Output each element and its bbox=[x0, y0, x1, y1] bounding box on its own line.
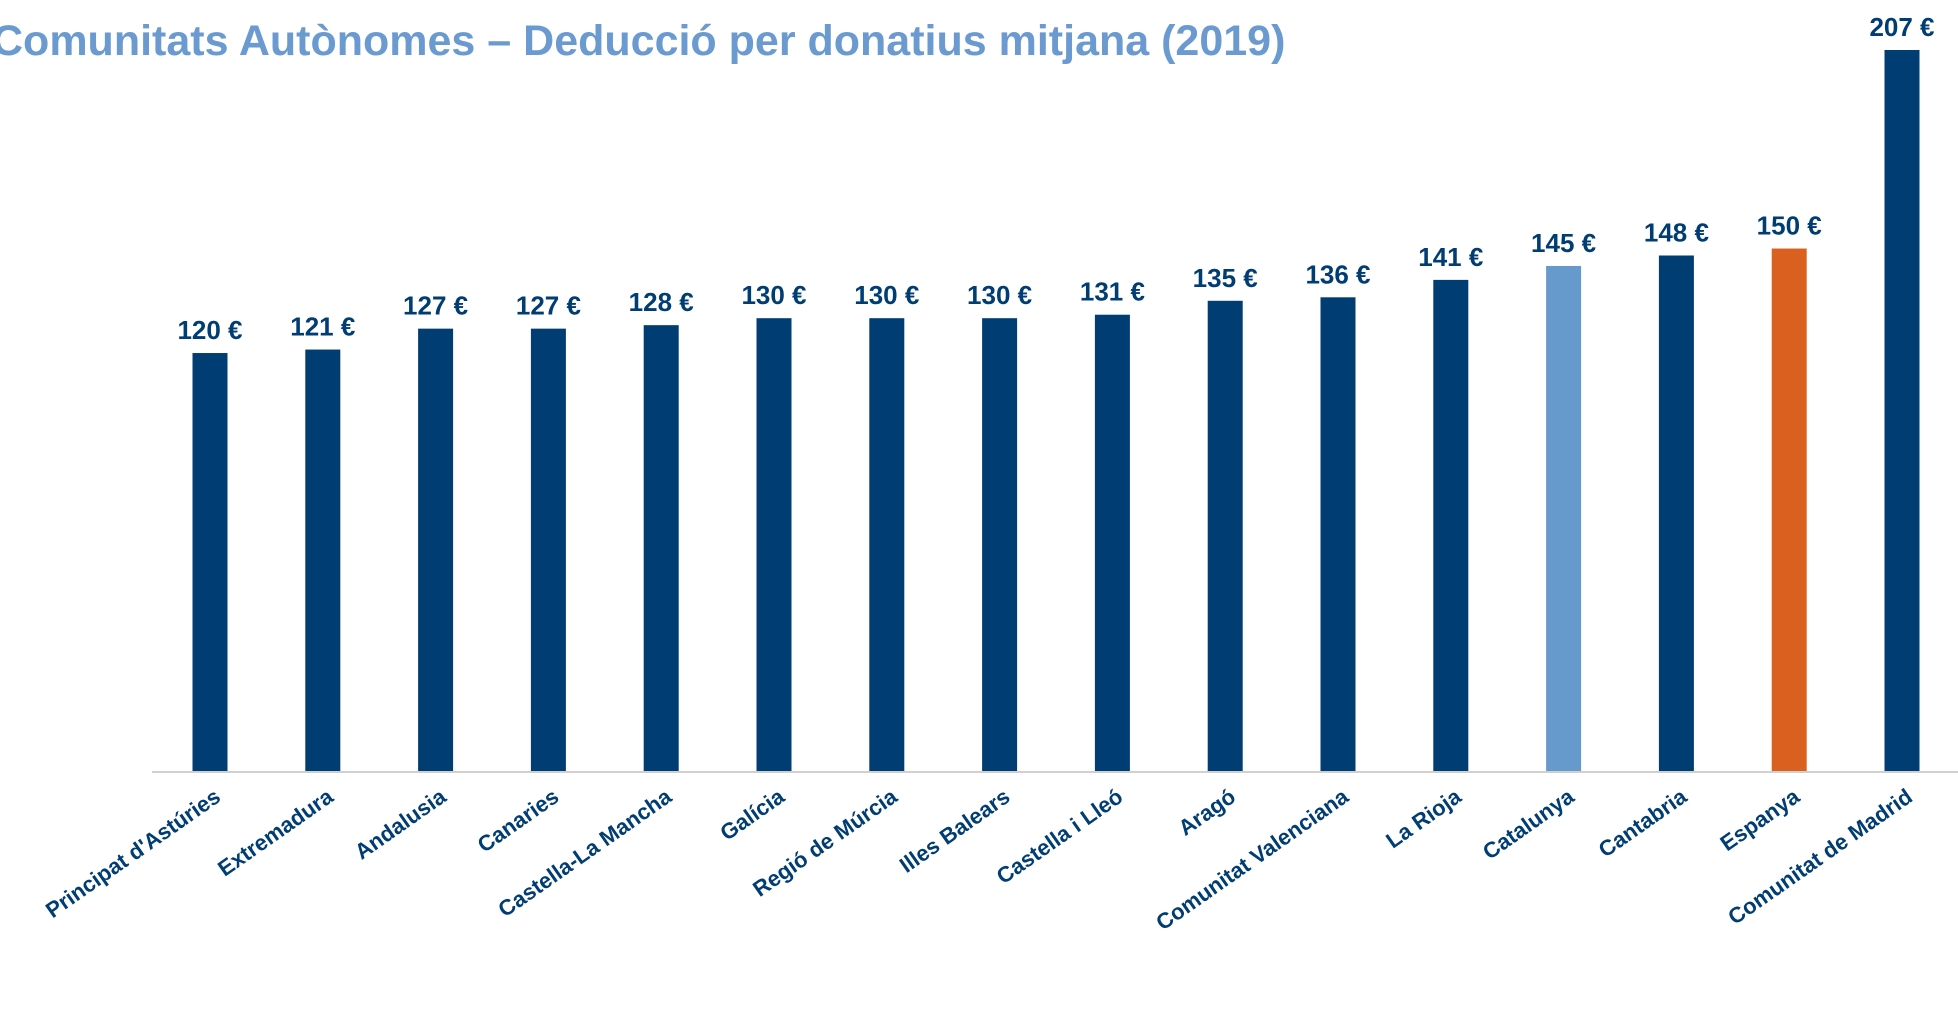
x-tick-label: Aragó bbox=[1174, 784, 1240, 841]
bar bbox=[418, 328, 454, 771]
value-label: 148 € bbox=[1644, 218, 1709, 248]
value-label: 207 € bbox=[1869, 12, 1934, 42]
x-tick-label: Castella i Lleó bbox=[992, 784, 1128, 889]
bar bbox=[982, 318, 1018, 771]
x-tick-label: Canaries bbox=[473, 784, 563, 858]
value-label: 141 € bbox=[1418, 242, 1483, 272]
bar bbox=[530, 328, 566, 771]
x-tick-label: Andalusia bbox=[350, 783, 451, 864]
value-label: 145 € bbox=[1531, 228, 1596, 258]
x-tick-label: La Rioja bbox=[1381, 783, 1466, 853]
bar bbox=[1658, 255, 1694, 771]
value-label: 130 € bbox=[741, 280, 806, 310]
bar bbox=[1771, 248, 1807, 771]
bar bbox=[869, 318, 905, 771]
x-tick-label: Illes Balears bbox=[895, 784, 1015, 878]
bar bbox=[1094, 314, 1130, 771]
x-tick-label: Principat d'Astúries bbox=[41, 784, 225, 923]
x-tick-label: Galícia bbox=[715, 783, 789, 845]
value-label: 136 € bbox=[1305, 259, 1370, 289]
value-label: 130 € bbox=[967, 280, 1032, 310]
bar bbox=[643, 325, 679, 771]
x-tick-label: Cantabria bbox=[1594, 783, 1692, 862]
bar bbox=[1433, 279, 1469, 771]
chart-title: Comunitats Autònomes – Deducció per dona… bbox=[0, 17, 1285, 65]
x-tick-label: Extremadura bbox=[213, 783, 338, 881]
value-label: 121 € bbox=[290, 312, 355, 342]
bar bbox=[1884, 50, 1920, 771]
x-tick-label: Comunitat de Madrid bbox=[1723, 784, 1917, 930]
value-label: 131 € bbox=[1080, 277, 1145, 307]
value-label: 130 € bbox=[854, 280, 919, 310]
bar bbox=[305, 349, 341, 771]
x-tick-label: Espanya bbox=[1716, 783, 1805, 856]
value-label: 127 € bbox=[403, 291, 468, 321]
value-label: 127 € bbox=[516, 291, 581, 321]
x-tick-label: Catalunya bbox=[1478, 783, 1579, 864]
bar bbox=[756, 318, 792, 771]
value-label: 135 € bbox=[1193, 263, 1258, 293]
bar bbox=[1320, 297, 1356, 771]
bar bbox=[1546, 265, 1582, 771]
bar bbox=[1207, 300, 1243, 771]
bar bbox=[192, 353, 228, 771]
x-tick-label: Comunitat Valenciana bbox=[1151, 783, 1353, 935]
value-label: 128 € bbox=[629, 287, 694, 317]
value-label: 150 € bbox=[1757, 211, 1822, 241]
value-label: 120 € bbox=[177, 315, 242, 345]
